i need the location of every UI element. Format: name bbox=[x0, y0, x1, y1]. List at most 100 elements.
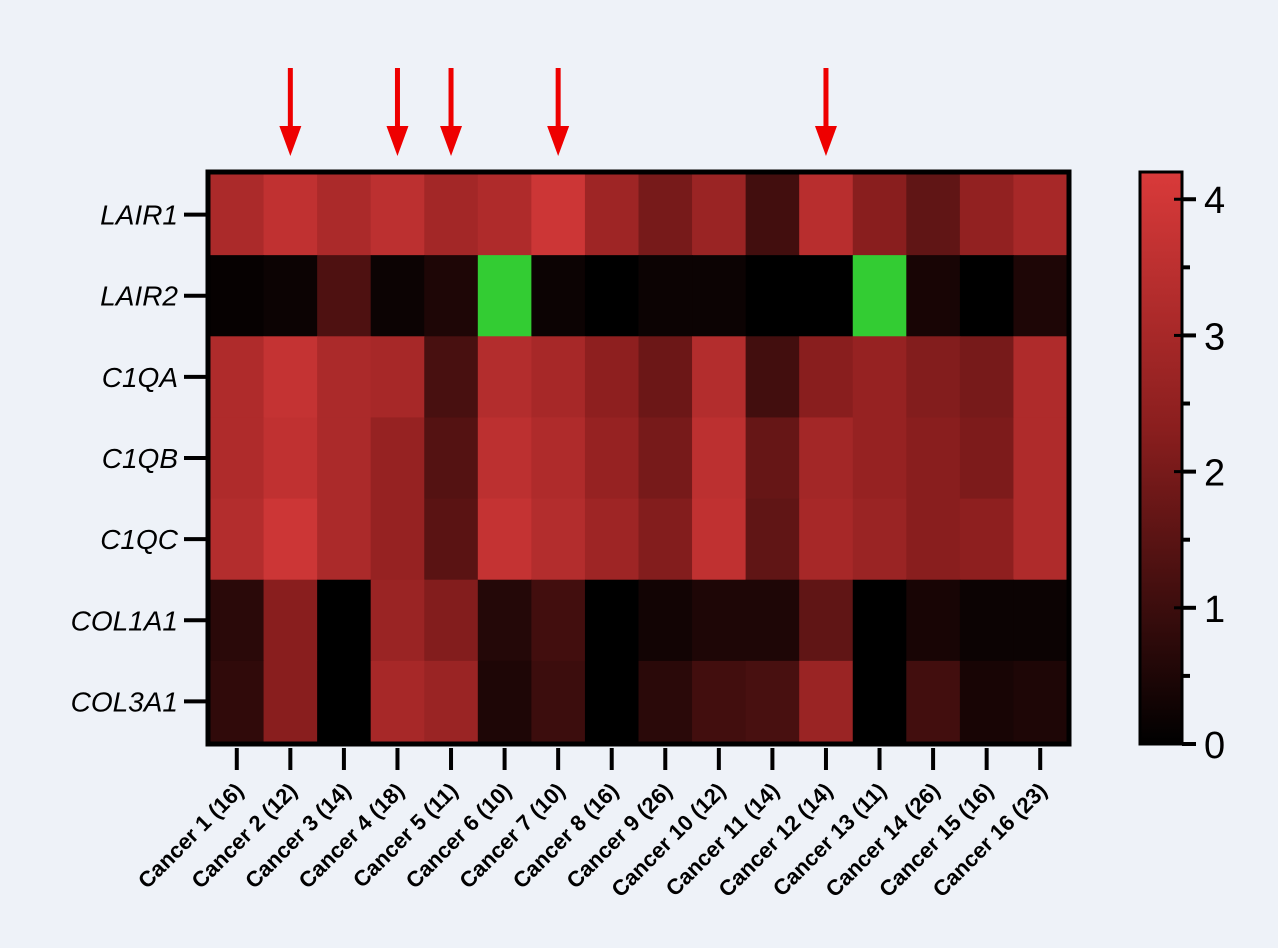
heatmap-cell bbox=[370, 336, 425, 419]
heatmap-cell bbox=[638, 417, 693, 500]
heatmap-cell bbox=[210, 579, 265, 662]
red-arrow bbox=[386, 68, 409, 156]
heatmap-cell bbox=[959, 174, 1015, 256]
heatmap-cell bbox=[531, 417, 586, 500]
heatmap-cell bbox=[317, 255, 372, 337]
red-arrow bbox=[440, 68, 463, 156]
heatmap-cell bbox=[852, 174, 907, 256]
heatmap-cell bbox=[531, 579, 586, 662]
row-label: LAIR2 bbox=[100, 281, 178, 312]
heatmap-cell bbox=[745, 579, 800, 662]
heatmap-cell bbox=[638, 255, 693, 337]
heatmap-cell bbox=[745, 174, 800, 256]
row-label: COL3A1 bbox=[71, 686, 178, 717]
row-label: COL1A1 bbox=[71, 605, 178, 636]
heatmap-cell bbox=[210, 174, 265, 256]
heatmap-cell bbox=[692, 498, 747, 581]
heatmap-cell bbox=[531, 174, 586, 256]
red-arrow bbox=[814, 68, 837, 156]
heatmap-cell bbox=[692, 417, 747, 500]
heatmap-cell bbox=[799, 417, 854, 500]
heatmap-cell bbox=[210, 336, 265, 419]
heatmap-cell bbox=[959, 498, 1015, 581]
heatmap-cell bbox=[692, 579, 747, 662]
heatmap-cell bbox=[263, 336, 318, 419]
heatmap-cell bbox=[531, 255, 586, 337]
heatmap-cell bbox=[692, 660, 747, 743]
heatmap-cell bbox=[424, 255, 479, 337]
heatmap-cell bbox=[477, 417, 532, 500]
row-label: LAIR1 bbox=[100, 200, 178, 231]
heatmap-cell bbox=[317, 417, 372, 500]
heatmap-cell bbox=[745, 417, 800, 500]
heatmap-cell bbox=[584, 498, 640, 581]
heatmap-cell bbox=[959, 660, 1015, 743]
heatmap-cell bbox=[906, 417, 961, 500]
heatmap-cell bbox=[584, 174, 640, 256]
row-labels: LAIR1 LAIR2 C1QA C1QB C1QC COL1A1 COL3A1 bbox=[71, 200, 206, 717]
heatmap-cell bbox=[424, 417, 479, 500]
heatmap-cell bbox=[906, 255, 961, 337]
colorbar-ticks: 0 1 2 3 4 bbox=[1174, 180, 1225, 767]
heatmap-cell bbox=[584, 579, 640, 662]
heatmap-cell bbox=[959, 579, 1015, 662]
row-label: C1QA bbox=[102, 362, 178, 393]
heatmap-cell bbox=[263, 579, 318, 662]
heatmap-cell bbox=[263, 174, 318, 256]
heatmap-cell bbox=[584, 417, 640, 500]
heatmap-cell bbox=[531, 336, 586, 419]
heatmap-cell bbox=[263, 660, 318, 743]
heatmap-cell bbox=[477, 579, 532, 662]
heatmap-cell bbox=[906, 174, 961, 256]
heatmap-cell bbox=[692, 336, 747, 419]
heatmap-cell bbox=[799, 336, 854, 419]
heatmap-cell bbox=[692, 174, 747, 256]
red-arrow bbox=[547, 68, 570, 156]
heatmap-cell bbox=[1013, 336, 1068, 419]
heatmap-cell bbox=[745, 660, 800, 743]
heatmap-cell bbox=[852, 660, 907, 743]
heatmap-cell bbox=[745, 336, 800, 419]
heatmap-cell bbox=[424, 174, 479, 256]
heatmap-cell bbox=[370, 255, 425, 337]
heatmap-cell bbox=[799, 255, 854, 337]
heatmap-cell bbox=[263, 498, 318, 581]
heatmap-cell bbox=[799, 498, 854, 581]
heatmap-cell bbox=[210, 255, 265, 337]
heatmap-cell bbox=[370, 660, 425, 743]
row-label: C1QC bbox=[100, 524, 179, 555]
heatmap-cell bbox=[424, 336, 479, 419]
plot-frame bbox=[205, 169, 1072, 747]
heatmap-cell bbox=[370, 174, 425, 256]
red-arrow bbox=[279, 68, 302, 156]
column-labels: Cancer 1 (16)Cancer 2 (12)Cancer 3 (14)C… bbox=[133, 748, 1052, 902]
heatmap-cell bbox=[959, 336, 1015, 419]
heatmap-cell bbox=[692, 255, 747, 337]
heatmap-cell bbox=[906, 579, 961, 662]
colorbar bbox=[1138, 170, 1184, 746]
heatmap-cell bbox=[424, 498, 479, 581]
heatmap-cell bbox=[638, 498, 693, 581]
heatmap-cell bbox=[531, 660, 586, 743]
heatmap-cells bbox=[210, 174, 1068, 743]
heatmap-cell bbox=[1013, 255, 1068, 337]
heatmap-cell bbox=[638, 579, 693, 662]
heatmap-cell bbox=[852, 336, 907, 419]
heatmap-cell bbox=[906, 336, 961, 419]
arrows bbox=[279, 68, 837, 156]
heatmap-cell bbox=[317, 174, 372, 256]
colorbar-tick-label: 3 bbox=[1204, 316, 1225, 358]
heatmap-cell bbox=[959, 255, 1015, 337]
heatmap-cell bbox=[638, 336, 693, 419]
heatmap-cell bbox=[477, 174, 532, 256]
colorbar-tick-label: 2 bbox=[1204, 453, 1225, 495]
colorbar-tick-label: 0 bbox=[1204, 725, 1225, 767]
heatmap-cell bbox=[1013, 174, 1068, 256]
heatmap-cell bbox=[370, 417, 425, 500]
heatmap-cell bbox=[1013, 417, 1068, 500]
heatmap-cell bbox=[477, 660, 532, 743]
heatmap-cell bbox=[584, 255, 640, 337]
heatmap-cell bbox=[852, 498, 907, 581]
heatmap-cell bbox=[317, 498, 372, 581]
